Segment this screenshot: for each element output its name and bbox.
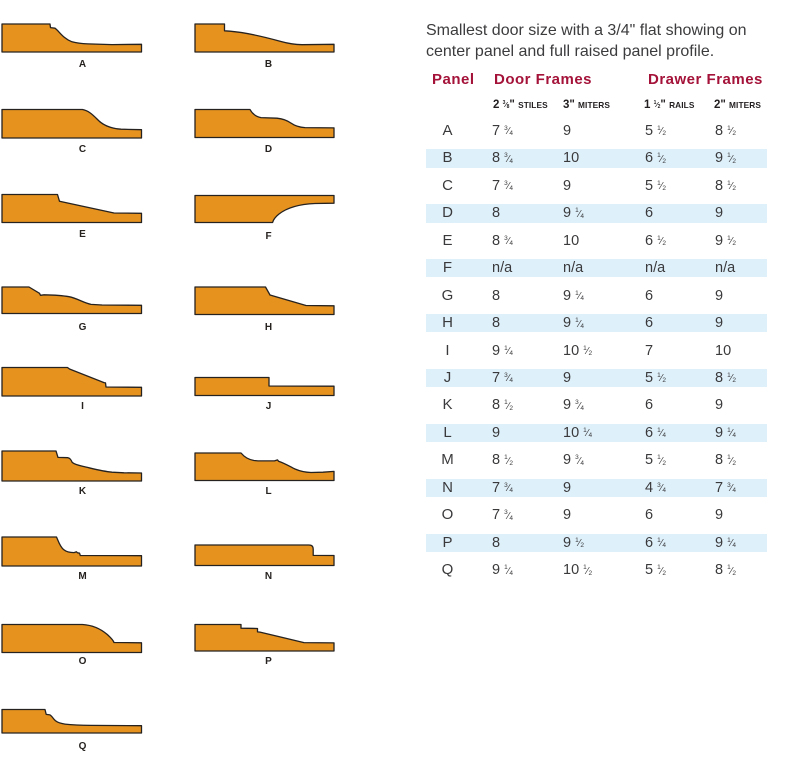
svg-text:K: K (79, 486, 87, 497)
svg-text:Q: Q (79, 741, 87, 752)
svg-text:H: H (265, 322, 272, 333)
svg-text:M: M (78, 571, 86, 582)
svg-text:B: B (265, 59, 272, 70)
svg-text:J: J (266, 401, 272, 412)
svg-text:L: L (265, 486, 271, 497)
svg-text:A: A (79, 59, 86, 70)
svg-text:E: E (79, 229, 86, 240)
svg-text:P: P (265, 656, 272, 667)
svg-text:N: N (265, 571, 272, 582)
svg-text:F: F (265, 231, 271, 242)
svg-text:I: I (81, 401, 84, 412)
svg-text:C: C (79, 144, 86, 155)
svg-text:D: D (265, 144, 272, 155)
svg-text:G: G (79, 322, 87, 333)
svg-text:O: O (79, 656, 87, 667)
